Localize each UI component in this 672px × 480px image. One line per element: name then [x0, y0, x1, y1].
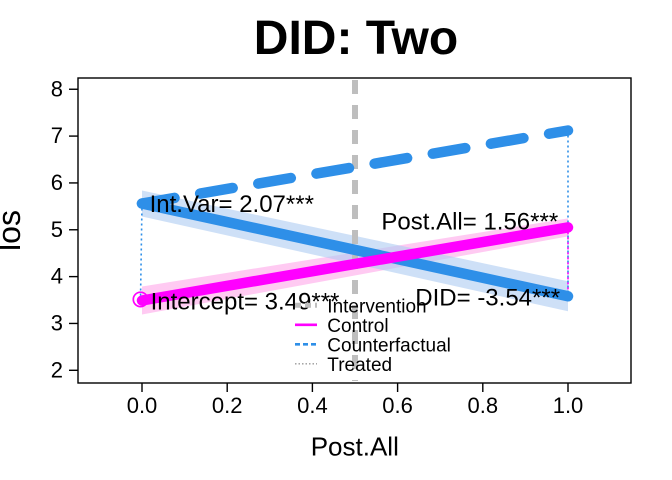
svg-text:Post.All= 1.56***: Post.All= 1.56***: [381, 209, 558, 236]
svg-text:los: los: [0, 210, 27, 251]
svg-text:DID: Two: DID: Two: [254, 12, 458, 65]
svg-text:0.4: 0.4: [297, 393, 328, 418]
svg-text:Treated: Treated: [327, 355, 392, 376]
svg-text:8: 8: [51, 76, 63, 101]
svg-text:Control: Control: [327, 316, 388, 337]
svg-text:2: 2: [51, 357, 63, 382]
svg-text:1.0: 1.0: [553, 393, 584, 418]
svg-text:Int.Var= 2.07***: Int.Var= 2.07***: [150, 191, 314, 218]
svg-text:DID= -3.54***: DID= -3.54***: [415, 284, 560, 311]
svg-text:0.8: 0.8: [468, 393, 499, 418]
svg-text:0.2: 0.2: [212, 393, 243, 418]
svg-text:4: 4: [51, 264, 63, 289]
svg-text:5: 5: [51, 217, 63, 242]
svg-text:0.0: 0.0: [127, 393, 158, 418]
svg-text:Intercept= 3.49***: Intercept= 3.49***: [151, 289, 340, 316]
svg-text:Post.All: Post.All: [311, 432, 399, 462]
svg-text:0.6: 0.6: [382, 393, 413, 418]
svg-text:Counterfactual: Counterfactual: [327, 336, 451, 357]
svg-text:7: 7: [51, 123, 63, 148]
svg-text:Intervention: Intervention: [327, 297, 426, 318]
svg-text:6: 6: [51, 170, 63, 195]
svg-text:3: 3: [51, 310, 63, 335]
